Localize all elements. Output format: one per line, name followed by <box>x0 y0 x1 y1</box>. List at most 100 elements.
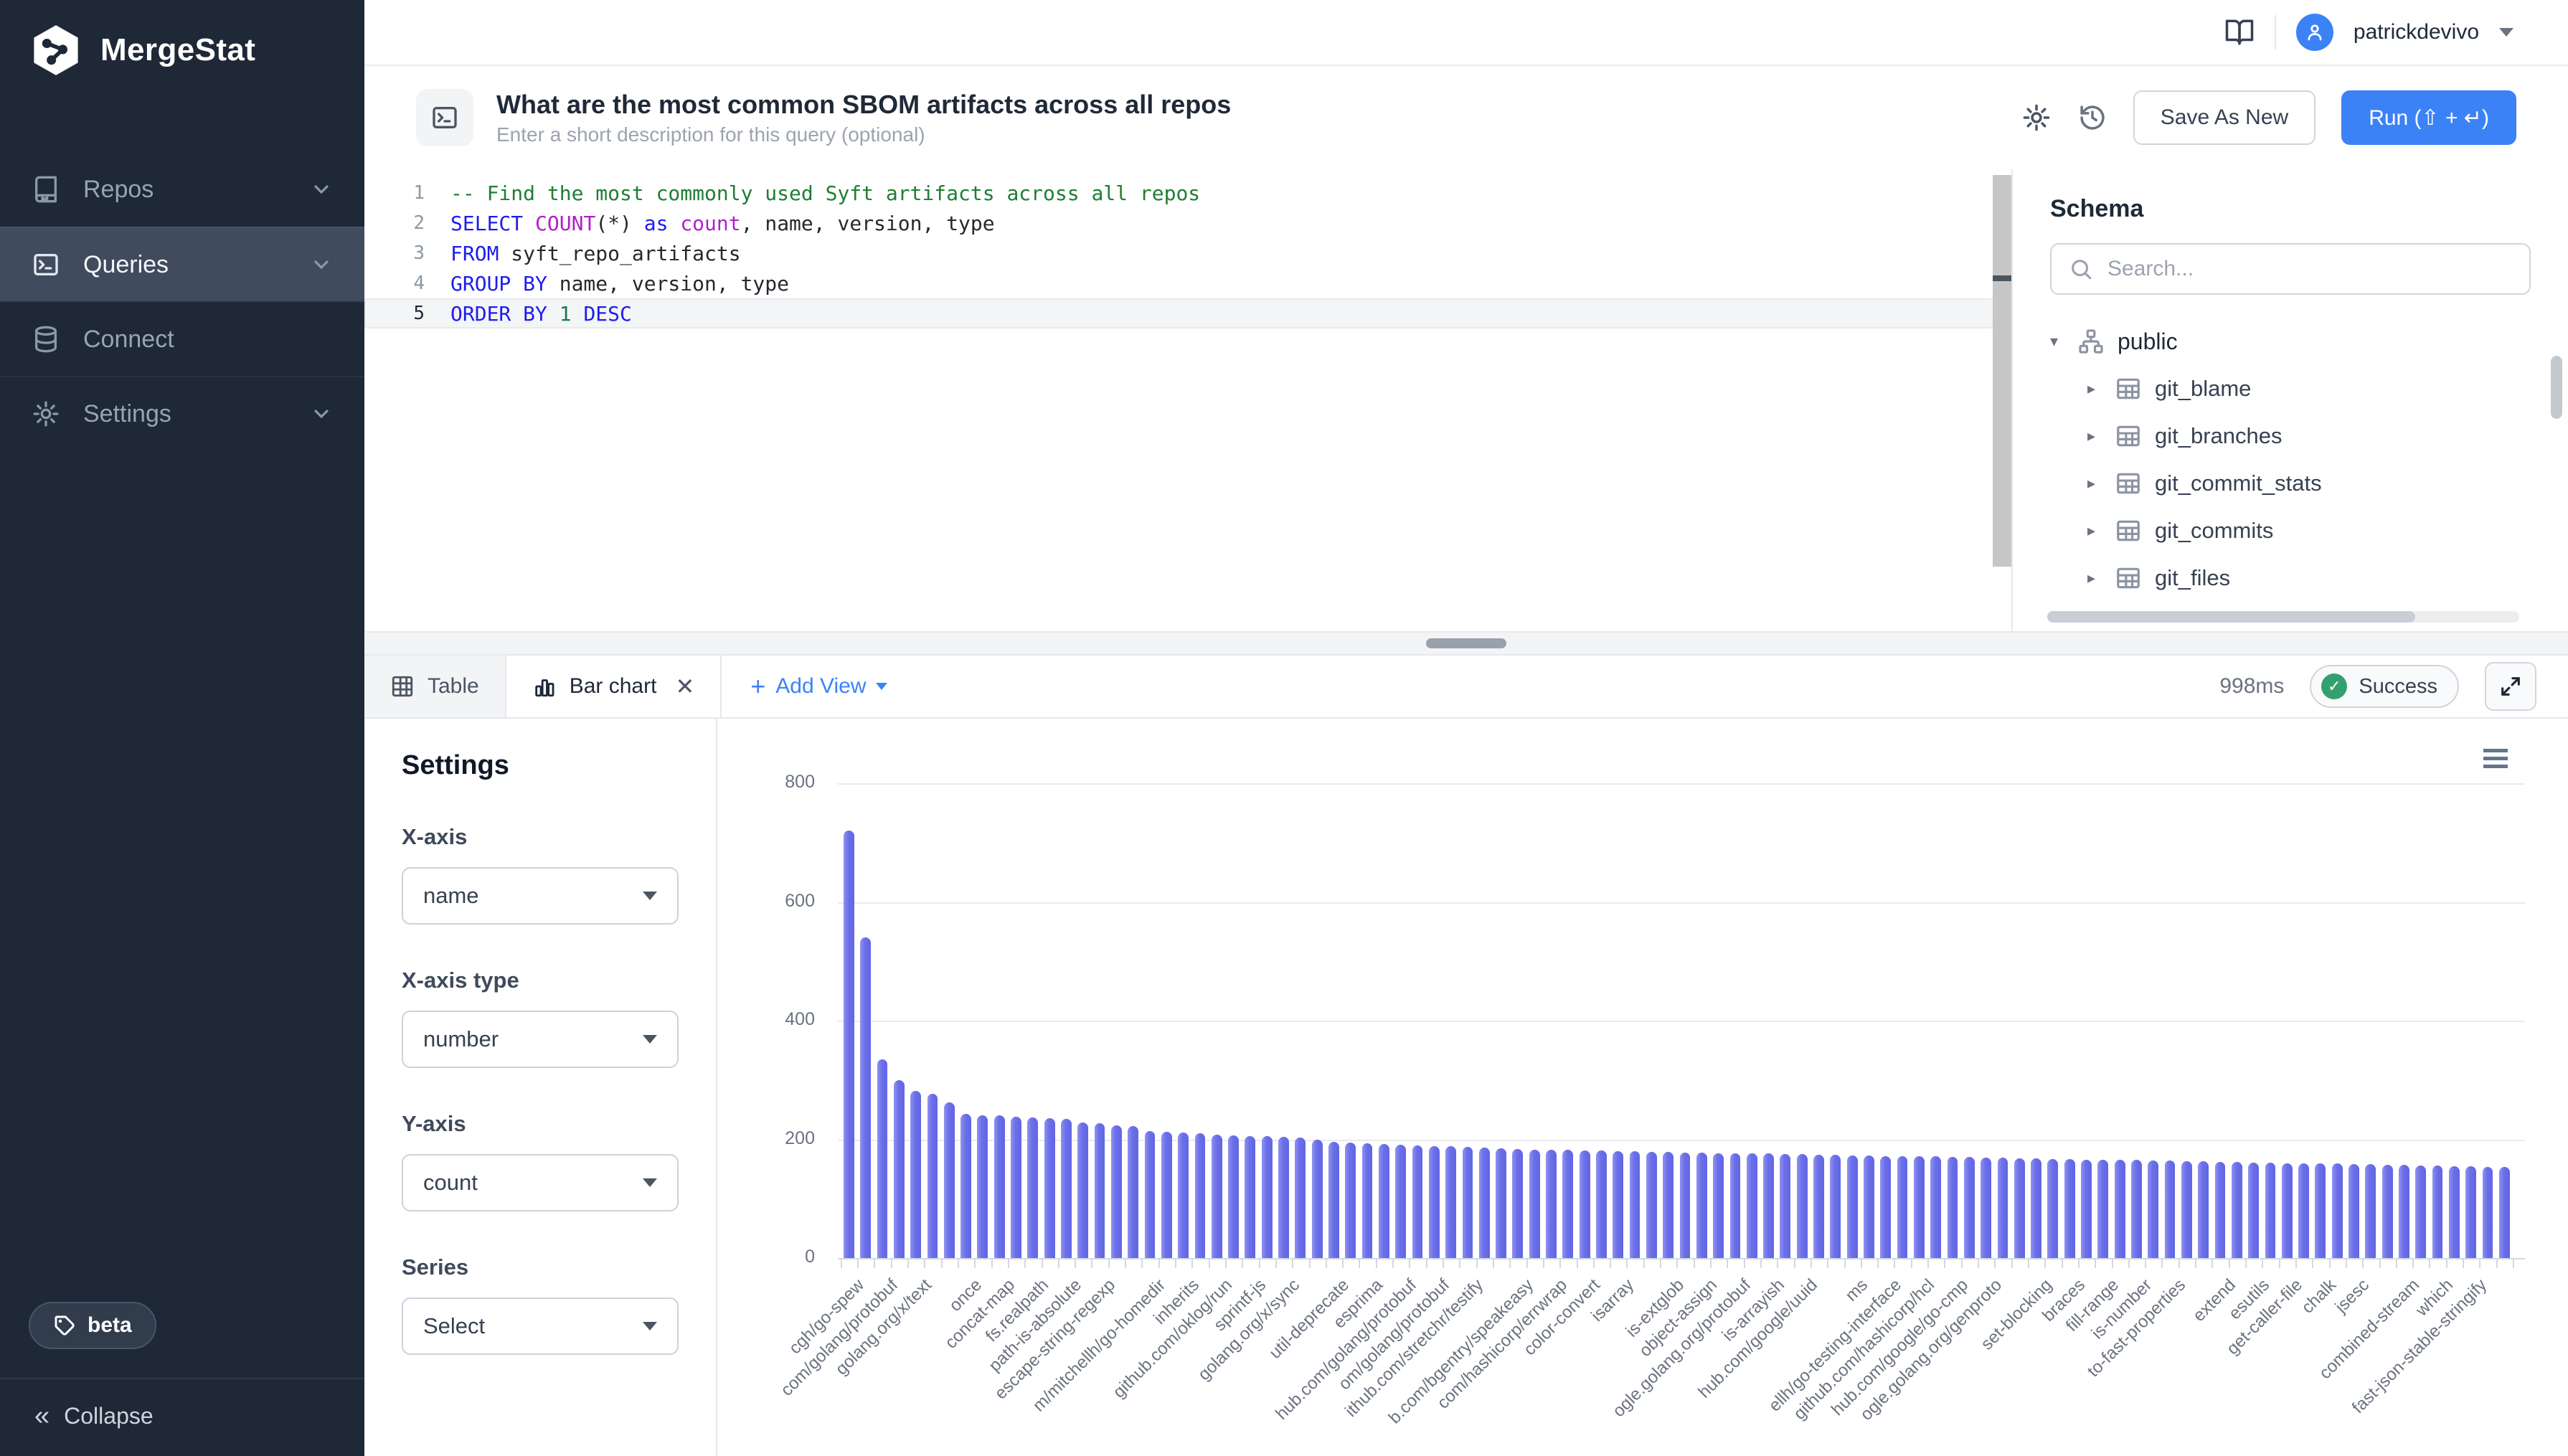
code-line[interactable]: 2 SELECT COUNT(*) as count, name, version… <box>364 208 2011 238</box>
x-axis-tick <box>1978 1259 1979 1268</box>
docs-book-icon[interactable] <box>2224 17 2255 47</box>
username[interactable]: patrickdevivo <box>2353 20 2479 44</box>
y-axis-select[interactable]: count <box>402 1154 679 1211</box>
bar <box>977 1115 988 1258</box>
save-as-new-button[interactable]: Save As New <box>2133 90 2316 145</box>
series-select[interactable]: Select <box>402 1297 679 1355</box>
x-axis-tick <box>958 1259 959 1268</box>
schema-search-input[interactable] <box>2107 257 2512 281</box>
x-axis-tick <box>1526 1259 1528 1268</box>
bar <box>2181 1161 2192 1258</box>
tab-table[interactable]: Table <box>364 656 506 717</box>
bar <box>1478 1148 1490 1258</box>
x-axis-tick <box>1108 1259 1110 1268</box>
field-label: X-axis type <box>402 968 519 993</box>
user-menu-caret-icon[interactable] <box>2499 28 2513 37</box>
x-axis-select[interactable]: name <box>402 867 679 925</box>
bar <box>943 1102 955 1258</box>
y-axis-tick-label: 400 <box>785 1009 815 1029</box>
x-axis-tick <box>857 1259 859 1268</box>
query-title[interactable]: What are the most common SBOM artifacts … <box>496 90 1232 119</box>
sidebar: MergeStat Repos Queries <box>0 0 364 1456</box>
sidebar-item-repos[interactable]: Repos <box>0 152 364 227</box>
bar <box>1746 1153 1757 1258</box>
editor-scrollbar[interactable] <box>1993 175 2011 567</box>
schema-vertical-scrollbar-thumb[interactable] <box>2551 356 2562 419</box>
code-line[interactable]: 5 ORDER BY 1 DESC <box>364 298 2011 328</box>
schema-table-git_files[interactable]: ▸ git_files <box>2050 554 2531 602</box>
x-axis-tick <box>1910 1259 1912 1268</box>
collapse-sidebar-button[interactable]: « Collapse <box>0 1378 364 1456</box>
schema-table-git_blame[interactable]: ▸ git_blame <box>2050 365 2531 412</box>
bar <box>2298 1163 2309 1258</box>
bar <box>844 831 854 1258</box>
code-line[interactable]: 1 -- Find the most commonly used Syft art… <box>364 178 2011 208</box>
schema-horizontal-scrollbar[interactable] <box>2047 611 2519 623</box>
close-tab-icon[interactable]: ✕ <box>675 673 695 699</box>
collapse-label: Collapse <box>64 1403 154 1429</box>
field-label: Y-axis <box>402 1111 466 1136</box>
code-line[interactable]: 3 FROM syft_repo_artifacts <box>364 238 2011 268</box>
sidebar-item-connect[interactable]: Connect <box>0 301 364 376</box>
y-axis-tick-label: 0 <box>805 1247 815 1267</box>
x-axis-tick <box>1258 1259 1260 1268</box>
x-axis-tick <box>1476 1259 1478 1268</box>
x-axis-tick <box>2161 1259 2163 1268</box>
editor-scrollbar-thumb[interactable] <box>1993 275 2011 281</box>
expand-results-button[interactable] <box>2485 662 2536 711</box>
x-axis-tick <box>1543 1259 1544 1268</box>
caret-collapsed-icon[interactable]: ▸ <box>2087 521 2096 539</box>
query-history-icon[interactable] <box>2077 103 2107 133</box>
table-icon <box>2115 470 2142 497</box>
chart-menu-icon[interactable] <box>2483 749 2508 768</box>
schema-search[interactable] <box>2050 243 2531 295</box>
x-axis-tick <box>1057 1259 1059 1268</box>
sql-editor[interactable]: 1 -- Find the most commonly used Syft art… <box>364 169 2011 631</box>
bar <box>1011 1117 1021 1258</box>
bar <box>1981 1158 1991 1258</box>
caret-collapsed-icon[interactable]: ▸ <box>2087 379 2096 397</box>
bar <box>1044 1117 1055 1258</box>
bar <box>2281 1163 2293 1258</box>
x-axis-tick <box>2195 1259 2196 1268</box>
beta-label: beta <box>88 1313 132 1337</box>
bar <box>2031 1158 2041 1258</box>
x-axis-tick <box>1643 1259 1645 1268</box>
chevron-down-icon <box>310 178 333 201</box>
query-settings-gear-icon[interactable] <box>2021 103 2052 133</box>
select-caret-icon <box>643 1322 657 1330</box>
bar <box>1914 1156 1925 1258</box>
caret-collapsed-icon[interactable]: ▸ <box>2087 427 2096 445</box>
sidebar-item-queries[interactable]: Queries <box>0 227 364 301</box>
x-axis-tick <box>991 1259 993 1268</box>
schema-title: Schema <box>2050 195 2144 222</box>
schema-node-public[interactable]: ▾ public <box>2050 318 2531 365</box>
avatar[interactable] <box>2295 14 2333 51</box>
schema-table-git_branches[interactable]: ▸ git_branches <box>2050 412 2531 460</box>
splitter-drag-handle[interactable] <box>1426 638 1506 648</box>
query-description-input[interactable] <box>496 123 1099 146</box>
bar <box>927 1093 938 1258</box>
bar <box>2449 1166 2460 1258</box>
run-query-button[interactable]: Run (⇧ + ↵) <box>2341 90 2516 145</box>
gridline <box>838 902 2525 904</box>
x-axis-type-select[interactable]: number <box>402 1011 679 1068</box>
caret-collapsed-icon[interactable]: ▸ <box>2087 569 2096 587</box>
tab-bar-chart[interactable]: Bar chart ✕ <box>506 656 722 717</box>
caret-expanded-icon[interactable]: ▾ <box>2050 332 2059 350</box>
x-axis-tick <box>1509 1259 1511 1268</box>
add-view-button[interactable]: + Add View <box>750 656 888 717</box>
beta-badge: beta <box>29 1302 156 1349</box>
bar <box>860 937 872 1258</box>
code-line[interactable]: 4 GROUP BY name, version, type <box>364 268 2011 298</box>
sidebar-item-settings[interactable]: Settings <box>0 376 364 450</box>
schema-table-git_commits[interactable]: ▸ git_commits <box>2050 507 2531 554</box>
schema-horizontal-scrollbar-thumb[interactable] <box>2047 611 2416 623</box>
code-text: -- Find the most commonly used Syft arti… <box>450 181 1201 205</box>
schema-table-git_commit_stats[interactable]: ▸ git_commit_stats <box>2050 460 2531 507</box>
panel-splitter[interactable] <box>364 631 2568 656</box>
line-number: 4 <box>413 273 425 294</box>
caret-collapsed-icon[interactable]: ▸ <box>2087 474 2096 492</box>
select-value: number <box>423 1026 499 1051</box>
brand[interactable]: MergeStat <box>0 0 364 100</box>
